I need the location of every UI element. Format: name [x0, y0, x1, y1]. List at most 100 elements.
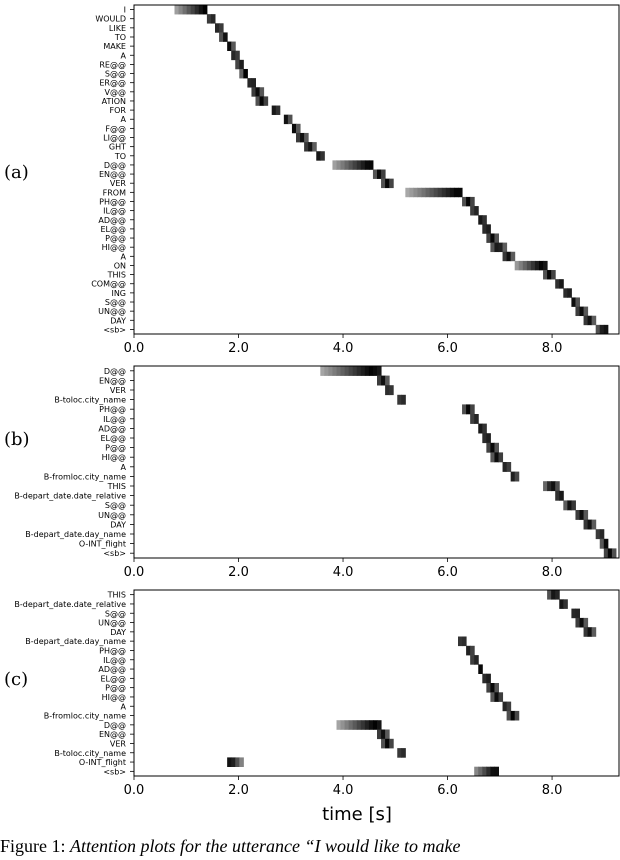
attention-cell [543, 270, 548, 280]
attention-cell [575, 306, 580, 317]
attention-cell [385, 178, 390, 189]
attention-cell [364, 160, 370, 170]
attention-cell [563, 500, 568, 511]
row-label: D@@ [104, 721, 126, 730]
attention-cell [490, 233, 495, 243]
attention-cell [348, 160, 354, 170]
panel-0: IWOULDLIKETOMAKEARE@@S@@ER@@V@@ATIONFORA… [4, 4, 620, 356]
attention-cell [308, 142, 313, 152]
row-label: RE@@ [99, 60, 126, 69]
row-label: S@@ [105, 298, 126, 307]
attention-cell [190, 5, 196, 15]
attention-cell [360, 160, 366, 170]
row-label: PH@@ [99, 646, 126, 655]
attention-cell [506, 701, 512, 712]
attention-cell [235, 59, 240, 70]
row-label: O-INT_flight [79, 540, 126, 549]
attention-cell [555, 279, 560, 289]
attention-cell [429, 187, 435, 198]
attention-cell [559, 279, 564, 289]
attention-cell [421, 187, 427, 198]
attention-cell [275, 105, 281, 115]
row-label: B-toloc.city_name [54, 396, 126, 405]
x-tick-label: 6.0 [437, 783, 458, 798]
row-label: O-INT_flight [79, 758, 126, 767]
row-label: A [121, 702, 127, 711]
row-label: EL@@ [100, 225, 126, 234]
attention-cell [551, 270, 556, 280]
attention-cell [603, 548, 609, 559]
row-label: UN@@ [98, 307, 126, 316]
attention-cell [449, 187, 455, 198]
attention-cell [409, 187, 414, 198]
attention-cell [235, 50, 240, 61]
attention-cell [579, 306, 585, 317]
attention-cell [182, 5, 188, 15]
attention-cell [458, 187, 463, 198]
attention-cell [377, 375, 382, 386]
attention-cell [352, 720, 358, 730]
attention-cell [583, 627, 589, 637]
attention-cell [595, 529, 601, 540]
attention-cell [571, 500, 576, 511]
attention-cell [498, 692, 504, 702]
row-label: LI@@ [103, 134, 126, 143]
attention-cell [401, 394, 406, 405]
attention-cell [377, 366, 382, 376]
row-label: MAKE [103, 42, 126, 51]
attention-cell [486, 673, 491, 684]
attention-cell [458, 636, 463, 647]
attention-cell [255, 87, 261, 97]
row-label: D@@ [104, 161, 126, 170]
attention-cell [510, 471, 516, 482]
attention-cell [344, 720, 350, 730]
attention-cell [259, 96, 265, 106]
row-label: PH@@ [99, 197, 126, 206]
row-label: LIKE [109, 24, 126, 33]
attention-cell [364, 366, 370, 376]
plot-frame [133, 589, 620, 777]
row-label: THIS [107, 591, 126, 600]
row-label: VER [110, 386, 127, 395]
row-label: A [121, 252, 127, 261]
attention-cell [320, 366, 325, 376]
row-label: THIS [107, 482, 126, 491]
x-tick-label: 8.0 [542, 565, 563, 580]
row-label: VER [110, 739, 127, 748]
attention-cell [583, 315, 589, 326]
x-tick-label: 2.0 [228, 565, 249, 580]
attention-cell [304, 132, 309, 143]
attention-cell [336, 160, 342, 170]
attention-cell [372, 366, 378, 376]
attention-cell [514, 710, 520, 721]
row-label: B-depart_date.date_relative [14, 492, 126, 501]
attention-cell [332, 366, 337, 376]
row-label: B-depart_date.day_name [25, 530, 126, 539]
x-tick-label: 0.0 [124, 783, 145, 798]
attention-cell [478, 664, 483, 674]
attention-cell [352, 160, 358, 170]
attention-cell [437, 187, 443, 198]
row-label: HI@@ [102, 693, 126, 702]
attention-cell [223, 32, 228, 42]
attention-cell [494, 683, 499, 693]
row-label: THIS [107, 271, 126, 280]
x-tick-label: 6.0 [437, 341, 458, 356]
x-tick-label: 0.0 [124, 565, 145, 580]
attention-cell [243, 68, 248, 79]
attention-cell [587, 627, 593, 637]
row-label: PH@@ [99, 405, 126, 414]
row-label: TO [114, 33, 126, 42]
attention-cell [502, 701, 508, 712]
attention-cell [470, 404, 475, 415]
attention-cell [389, 385, 394, 396]
attention-cell [340, 366, 346, 376]
attention-cell [510, 251, 516, 262]
attention-cell [494, 442, 499, 453]
attention-cell [583, 510, 589, 520]
attention-cell [559, 599, 564, 609]
plot-frame [133, 4, 620, 335]
attention-cell [591, 315, 597, 326]
row-label: ON [114, 261, 126, 270]
row-label: EL@@ [100, 674, 126, 683]
